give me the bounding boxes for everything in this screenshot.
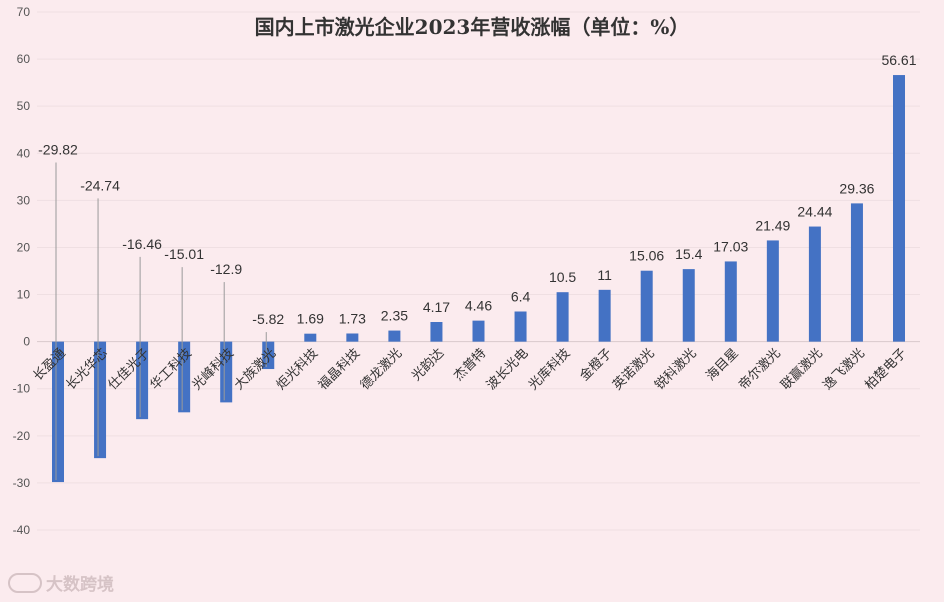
category-label: 光韵达 xyxy=(409,346,447,384)
bar xyxy=(220,341,233,403)
category-label: 锐科激光 xyxy=(652,346,699,393)
category-label: 福晶科技 xyxy=(316,346,363,393)
y-tick-label: 0 xyxy=(23,335,30,349)
dashuju-logo-icon xyxy=(8,572,42,593)
bar xyxy=(766,240,779,342)
category-label: 大族激光 xyxy=(231,345,279,393)
y-tick-label: 30 xyxy=(17,193,31,207)
bar xyxy=(94,341,107,459)
bar xyxy=(304,333,317,342)
bar xyxy=(472,320,485,342)
y-axis: 70 60 50 40 30 20 10 0 -10 -20 -30 -40 xyxy=(13,5,31,537)
bar xyxy=(430,321,443,342)
bar xyxy=(893,75,905,342)
category-label: 联赢激光 xyxy=(778,345,826,393)
bar xyxy=(724,261,737,342)
data-label: 21.49 xyxy=(755,217,790,233)
category-label: 柏楚电子 xyxy=(862,346,909,393)
category-label: 英诺激光 xyxy=(610,346,657,393)
category-label: 杰普特 xyxy=(451,346,489,384)
bars xyxy=(52,75,905,483)
category-label: 逸飞激光 xyxy=(820,346,867,393)
bar xyxy=(262,341,275,370)
data-label: 15.06 xyxy=(629,248,664,264)
bar xyxy=(556,292,569,342)
data-label: 11 xyxy=(597,267,612,283)
bar xyxy=(514,311,527,342)
y-tick-label: -40 xyxy=(13,523,31,537)
chart-title: 国内上市激光企业2023年营收涨幅（单位：%） xyxy=(255,15,690,39)
y-tick-label: 20 xyxy=(17,240,31,254)
y-tick-label: -30 xyxy=(13,476,31,490)
data-label: -12.9 xyxy=(210,261,242,277)
data-label: 56.61 xyxy=(881,52,916,68)
watermark: 大数跨境 xyxy=(8,570,114,595)
bar xyxy=(52,341,64,483)
bar xyxy=(640,270,653,342)
data-label: -24.74 xyxy=(80,177,120,193)
category-label: 帝尔激光 xyxy=(736,345,784,393)
data-label: -29.82 xyxy=(38,142,78,158)
data-label: -16.46 xyxy=(122,236,162,252)
data-label: 4.46 xyxy=(465,298,492,314)
bar xyxy=(808,226,821,342)
bar xyxy=(178,341,191,413)
category-label: 炬光科技 xyxy=(274,346,321,393)
bar xyxy=(850,203,863,342)
data-label: 10.5 xyxy=(549,269,576,285)
leader-lines xyxy=(55,162,267,481)
data-label: 1.73 xyxy=(339,310,366,326)
data-label: 6.4 xyxy=(511,288,531,304)
category-label: 海目星 xyxy=(703,346,741,384)
y-tick-label: 40 xyxy=(17,146,31,160)
gridlines xyxy=(37,11,920,531)
data-labels: -29.82 -24.74 -16.46-15.01 -12.9 -5.82 1.69 1.… xyxy=(38,52,917,327)
bar xyxy=(598,289,611,342)
category-label: 金橙子 xyxy=(577,345,616,384)
bar xyxy=(682,269,695,342)
category-label: 光库科技 xyxy=(525,345,573,393)
category-label: 德龙激光 xyxy=(358,346,405,393)
y-tick-label: 70 xyxy=(17,5,31,19)
bar xyxy=(346,333,359,342)
data-label: 15.4 xyxy=(675,246,702,262)
y-tick-label: 50 xyxy=(17,99,31,113)
y-tick-label: -10 xyxy=(13,382,31,396)
y-tick-label: -20 xyxy=(13,429,31,443)
watermark-text: 大数跨境 xyxy=(46,575,114,595)
data-label: 2.35 xyxy=(381,308,408,324)
data-label: 24.44 xyxy=(797,204,832,220)
y-tick-label: 10 xyxy=(17,288,31,302)
bar xyxy=(136,341,149,420)
data-label: -15.01 xyxy=(164,246,204,262)
y-tick-label: 60 xyxy=(17,52,31,66)
data-label: 1.69 xyxy=(297,311,324,327)
data-label: 29.36 xyxy=(839,180,874,196)
data-label: -5.82 xyxy=(252,311,284,327)
data-label: 4.17 xyxy=(423,299,450,315)
data-label: 17.03 xyxy=(713,238,748,254)
bar xyxy=(388,330,401,342)
category-label: 波长光电 xyxy=(484,346,531,393)
